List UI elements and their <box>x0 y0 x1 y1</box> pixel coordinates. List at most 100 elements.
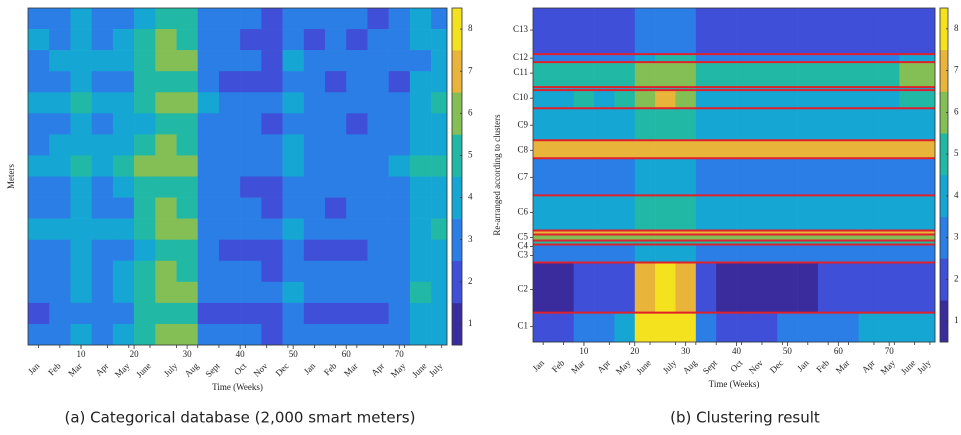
heatmap-cell <box>858 62 880 88</box>
month-label: Nov <box>252 360 270 378</box>
heatmap-cell <box>797 90 819 109</box>
heatmap-cell <box>858 262 880 313</box>
heatmap-cell <box>716 240 737 245</box>
month-label: July <box>162 360 180 378</box>
x-tick-label: 60 <box>342 349 352 359</box>
heatmap-cell <box>70 71 92 93</box>
heatmap-cell <box>388 281 411 304</box>
heatmap-cell <box>388 323 411 346</box>
heatmap-cell <box>70 260 92 283</box>
heatmap-cell <box>176 323 199 346</box>
heatmap-cell <box>388 50 411 72</box>
heatmap-cell <box>919 87 936 91</box>
heatmap-cell <box>716 62 737 88</box>
heatmap-cell <box>112 302 135 325</box>
heatmap-cell <box>777 87 798 91</box>
heatmap-cell <box>838 108 859 141</box>
heatmap-cell <box>134 134 156 156</box>
colorbar-segment <box>940 49 948 92</box>
heatmap-cell <box>155 323 177 346</box>
heatmap-cell <box>282 113 305 135</box>
heatmap-cell <box>817 262 839 313</box>
heatmap-cell <box>858 108 880 141</box>
heatmap-cell <box>919 230 936 235</box>
heatmap-cell <box>675 54 697 63</box>
heatmap-cell <box>594 90 615 109</box>
month-label: Apr <box>93 361 110 378</box>
colorbar-tick-label: 6 <box>468 107 473 117</box>
heatmap-cell <box>817 8 839 55</box>
heatmap-cell <box>218 134 241 156</box>
heatmap-cell <box>134 29 156 51</box>
colorbar-segment <box>452 92 462 135</box>
heatmap-cell <box>899 54 921 63</box>
heatmap-cell <box>240 71 262 93</box>
heatmap-cell <box>797 87 819 91</box>
heatmap-cell <box>777 108 798 141</box>
heatmap-cell <box>675 87 697 91</box>
heatmap-cell <box>777 262 798 313</box>
heatmap-cell <box>134 92 156 114</box>
heatmap-cell <box>431 260 448 283</box>
heatmap-cell <box>218 155 241 177</box>
heatmap-cell <box>797 8 819 55</box>
caption: (a) Categorical database (2,000 smart me… <box>65 409 416 427</box>
heatmap-cell <box>28 71 50 93</box>
heatmap-cell <box>716 262 737 313</box>
heatmap-cell <box>573 240 595 245</box>
heatmap-cell <box>197 29 220 51</box>
heatmap-cell <box>817 90 839 109</box>
heatmap-cell <box>573 234 595 241</box>
heatmap-cell <box>553 90 575 109</box>
heatmap-cell <box>634 262 656 313</box>
heatmap-cell <box>614 230 636 235</box>
heatmap-cell <box>675 240 697 245</box>
heatmap-cell <box>736 262 758 313</box>
heatmap-cell <box>695 230 717 235</box>
heatmap-cell <box>197 92 220 114</box>
heatmap-cell <box>325 113 347 135</box>
month-label: Mar <box>66 361 84 379</box>
month-label: Jan <box>26 360 42 376</box>
heatmap-cell <box>367 323 389 346</box>
heatmap-cell <box>49 113 71 135</box>
heatmap-cell <box>388 8 411 30</box>
heatmap-cell <box>594 108 615 141</box>
heatmap-cell <box>736 87 758 91</box>
heatmap-cell <box>155 134 177 156</box>
heatmap-cell <box>325 134 347 156</box>
x-tick-label: 10 <box>77 349 87 359</box>
heatmap-cell <box>919 62 936 88</box>
heatmap-cell <box>655 140 676 159</box>
heatmap-cell <box>899 87 921 91</box>
heatmap-cell <box>736 158 758 196</box>
heatmap-cell <box>261 176 283 198</box>
heatmap-cell <box>218 260 241 283</box>
heatmap-cell <box>91 239 114 262</box>
heatmap-cell <box>70 92 92 114</box>
heatmap-cell <box>155 302 177 325</box>
heatmap-cell <box>176 113 199 135</box>
heatmap-cell <box>409 176 432 198</box>
heatmap-cell <box>409 113 432 135</box>
heatmap-cell <box>282 8 305 30</box>
heatmap-cell <box>533 62 554 88</box>
heatmap-cell <box>594 158 615 196</box>
heatmap-cell <box>70 176 92 198</box>
heatmap-cell <box>28 8 50 30</box>
colorbar-tick-label: 8 <box>954 23 959 33</box>
heatmap-cell <box>716 87 737 91</box>
x-tick-label: 40 <box>732 346 742 356</box>
heatmap-cell <box>777 230 798 235</box>
heatmap-cell <box>70 302 92 325</box>
heatmap-cell <box>409 8 432 30</box>
heatmap-cell <box>695 54 717 63</box>
heatmap-cell <box>573 158 595 196</box>
heatmap-cell <box>838 62 859 88</box>
heatmap-cell <box>553 54 575 63</box>
heatmap-cell <box>879 62 900 88</box>
y-tick-label: C13 <box>513 24 529 34</box>
heatmap-cell <box>409 134 432 156</box>
heatmap-cell <box>346 50 368 72</box>
heatmap-cell <box>736 312 758 343</box>
